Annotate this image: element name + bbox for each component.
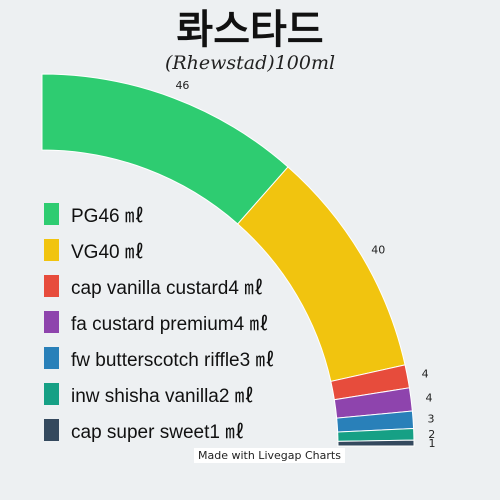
legend-swatch [44, 239, 59, 261]
data-label-pg: 46 [175, 79, 189, 92]
legend-label: PG46 ㎖ [71, 205, 144, 227]
legend-label: fa custard premium4 ㎖ [71, 313, 269, 335]
data-label-fw-butterscotch-riffle: 3 [428, 413, 435, 426]
legend-label: VG40 ㎖ [71, 241, 144, 263]
legend-item-vg: VG40 ㎖ [44, 232, 274, 268]
data-label-cap-vanilla-custard: 4 [422, 368, 429, 381]
legend-swatch [44, 347, 59, 369]
slice-cap-super-sweet [337, 439, 415, 447]
legend-swatch [44, 203, 59, 225]
legend-item-inw-shisha-vanilla: inw shisha vanilla2 ㎖ [44, 376, 274, 412]
data-label-cap-super-sweet: 1 [428, 437, 435, 450]
legend-item-fw-butterscotch-riffle: fw butterscotch riffle3 ㎖ [44, 340, 274, 376]
legend-label: cap vanilla custard4 ㎖ [71, 277, 264, 299]
legend-label: cap super sweet1 ㎖ [71, 421, 245, 443]
chart-subtitle: (Rhewstad)100ml [164, 52, 336, 74]
data-label-fa-custard-premium: 4 [425, 392, 432, 405]
legend-swatch [44, 419, 59, 441]
legend-swatch [44, 311, 59, 333]
data-label-vg: 40 [371, 244, 385, 257]
chart-title: 롸스타드 [176, 7, 324, 53]
legend-swatch [44, 275, 59, 297]
legend-item-cap-vanilla-custard: cap vanilla custard4 ㎖ [44, 268, 274, 304]
legend-item-cap-super-sweet: cap super sweet1 ㎖ [44, 412, 274, 448]
legend-label: inw shisha vanilla2 ㎖ [71, 385, 254, 407]
data-label-inw-shisha-vanilla: 2 [428, 428, 435, 441]
legend-swatch [44, 383, 59, 405]
legend-label: fw butterscotch riffle3 ㎖ [71, 349, 275, 371]
legend: PG46 ㎖ VG40 ㎖ cap vanilla custard4 ㎖ fa … [44, 196, 274, 448]
legend-item-pg: PG46 ㎖ [44, 196, 274, 232]
credit-text: Made with Livegap Charts [194, 448, 345, 463]
legend-item-fa-custard-premium: fa custard premium4 ㎖ [44, 304, 274, 340]
